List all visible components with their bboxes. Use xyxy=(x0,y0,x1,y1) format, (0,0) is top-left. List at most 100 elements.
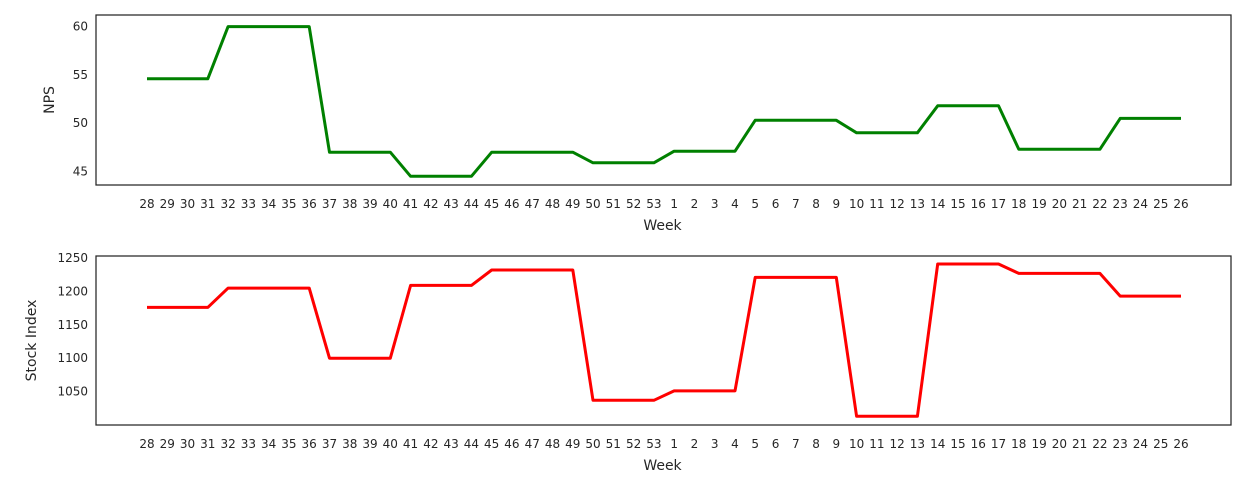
nps-x-tick-label: 39 xyxy=(362,197,377,211)
nps-x-tick-label: 35 xyxy=(281,197,296,211)
nps-x-tick-label: 24 xyxy=(1133,197,1148,211)
nps-x-tick-label: 31 xyxy=(200,197,215,211)
stock-x-tick-label: 15 xyxy=(950,437,965,451)
stock-x-tick-label: 40 xyxy=(383,437,398,451)
nps-x-tick-label: 36 xyxy=(302,197,317,211)
nps-x-tick-label: 12 xyxy=(890,197,905,211)
nps-y-tick-label: 55 xyxy=(73,68,88,82)
nps-series-line xyxy=(147,25,1181,178)
nps-x-tick-label: 29 xyxy=(160,197,175,211)
stock-y-axis-label: Stock Index xyxy=(24,300,40,382)
nps-x-tick-label: 47 xyxy=(525,197,540,211)
stock-x-tick-label: 14 xyxy=(930,437,945,451)
nps-x-tick-label: 33 xyxy=(241,197,256,211)
stock-x-tick-label: 12 xyxy=(890,437,905,451)
stock-x-tick-label: 22 xyxy=(1092,437,1107,451)
nps-x-tick-label: 11 xyxy=(869,197,884,211)
stock-x-tick-label: 29 xyxy=(160,437,175,451)
nps-x-tick-label: 14 xyxy=(930,197,945,211)
nps-x-tick-label: 44 xyxy=(464,197,479,211)
nps-x-tick-label: 53 xyxy=(646,197,661,211)
stock-y-tick-label: 1200 xyxy=(57,284,88,298)
stock-x-tick-label: 50 xyxy=(585,437,600,451)
nps-x-tick-label: 2 xyxy=(691,197,699,211)
nps-x-axis-label: Week xyxy=(643,218,682,234)
stock-x-tick-label: 24 xyxy=(1133,437,1148,451)
stock-x-tick-label: 2 xyxy=(691,437,699,451)
nps-y-tick-label: 45 xyxy=(73,164,88,178)
nps-x-tick-label: 13 xyxy=(910,197,925,211)
stock-x-tick-label: 39 xyxy=(362,437,377,451)
nps-axes-frame xyxy=(95,14,1232,186)
stock-x-tick-label: 20 xyxy=(1052,437,1067,451)
nps-x-tick-label: 4 xyxy=(731,197,739,211)
stock-y-tick-label: 1250 xyxy=(57,251,88,265)
nps-x-tick-label: 41 xyxy=(403,197,418,211)
stock-x-tick-label: 49 xyxy=(565,437,580,451)
stock-x-tick-label: 6 xyxy=(772,437,780,451)
nps-x-tick-label: 48 xyxy=(545,197,560,211)
stock-x-tick-label: 7 xyxy=(792,437,800,451)
stock-x-tick-label: 44 xyxy=(464,437,479,451)
stock-x-tick-label: 8 xyxy=(812,437,820,451)
stock-x-tick-label: 41 xyxy=(403,437,418,451)
nps-x-tick-label: 18 xyxy=(1011,197,1026,211)
nps-y-tick-label: 60 xyxy=(73,20,88,34)
nps-x-tick-label: 32 xyxy=(220,197,235,211)
nps-x-tick-label: 30 xyxy=(180,197,195,211)
stock-x-tick-label: 18 xyxy=(1011,437,1026,451)
nps-x-tick-label: 10 xyxy=(849,197,864,211)
stock-x-tick-label: 5 xyxy=(751,437,759,451)
nps-x-tick-label: 19 xyxy=(1031,197,1046,211)
nps-x-tick-label: 50 xyxy=(585,197,600,211)
stock-y-tick-label: 1050 xyxy=(57,385,88,399)
nps-x-tick-label: 7 xyxy=(792,197,800,211)
stock-x-tick-label: 28 xyxy=(139,437,154,451)
nps-x-tick-label: 6 xyxy=(772,197,780,211)
nps-x-tick-label: 8 xyxy=(812,197,820,211)
stock-x-tick-label: 43 xyxy=(443,437,458,451)
stock-x-tick-label: 30 xyxy=(180,437,195,451)
nps-x-tick-label: 22 xyxy=(1092,197,1107,211)
nps-y-tick-label: 50 xyxy=(73,116,88,130)
stock-x-tick-label: 36 xyxy=(302,437,317,451)
stock-x-tick-label: 4 xyxy=(731,437,739,451)
nps-x-tick-label: 46 xyxy=(504,197,519,211)
nps-x-tick-label: 9 xyxy=(833,197,841,211)
stock-x-tick-label: 51 xyxy=(606,437,621,451)
nps-x-tick-label: 42 xyxy=(423,197,438,211)
nps-x-tick-label: 25 xyxy=(1153,197,1168,211)
stock-x-tick-label: 16 xyxy=(971,437,986,451)
stock-x-tick-label: 1 xyxy=(670,437,678,451)
nps-x-tick-label: 21 xyxy=(1072,197,1087,211)
stock-x-tick-label: 35 xyxy=(281,437,296,451)
stock-x-tick-label: 37 xyxy=(322,437,337,451)
nps-x-tick-label: 1 xyxy=(670,197,678,211)
nps-y-axis-label: NPS xyxy=(42,86,58,114)
stock-x-tick-label: 33 xyxy=(241,437,256,451)
nps-x-tick-label: 5 xyxy=(751,197,759,211)
stock-x-tick-label: 25 xyxy=(1153,437,1168,451)
stock-x-tick-label: 48 xyxy=(545,437,560,451)
nps-x-tick-label: 37 xyxy=(322,197,337,211)
stock-x-tick-label: 46 xyxy=(504,437,519,451)
stock-x-tick-label: 47 xyxy=(525,437,540,451)
stock-x-tick-label: 3 xyxy=(711,437,719,451)
nps-x-tick-label: 16 xyxy=(971,197,986,211)
stock-x-tick-label: 21 xyxy=(1072,437,1087,451)
stock-x-tick-label: 19 xyxy=(1031,437,1046,451)
stock-x-tick-label: 34 xyxy=(261,437,276,451)
nps-x-tick-label: 49 xyxy=(565,197,580,211)
nps-x-tick-label: 38 xyxy=(342,197,357,211)
nps-x-tick-label: 40 xyxy=(383,197,398,211)
nps-x-tick-label: 45 xyxy=(484,197,499,211)
stock-x-tick-label: 45 xyxy=(484,437,499,451)
nps-x-tick-label: 43 xyxy=(443,197,458,211)
stock-x-tick-label: 9 xyxy=(833,437,841,451)
stock-x-tick-label: 53 xyxy=(646,437,661,451)
stock-x-tick-label: 32 xyxy=(220,437,235,451)
stock-x-tick-label: 13 xyxy=(910,437,925,451)
stock-x-tick-label: 38 xyxy=(342,437,357,451)
